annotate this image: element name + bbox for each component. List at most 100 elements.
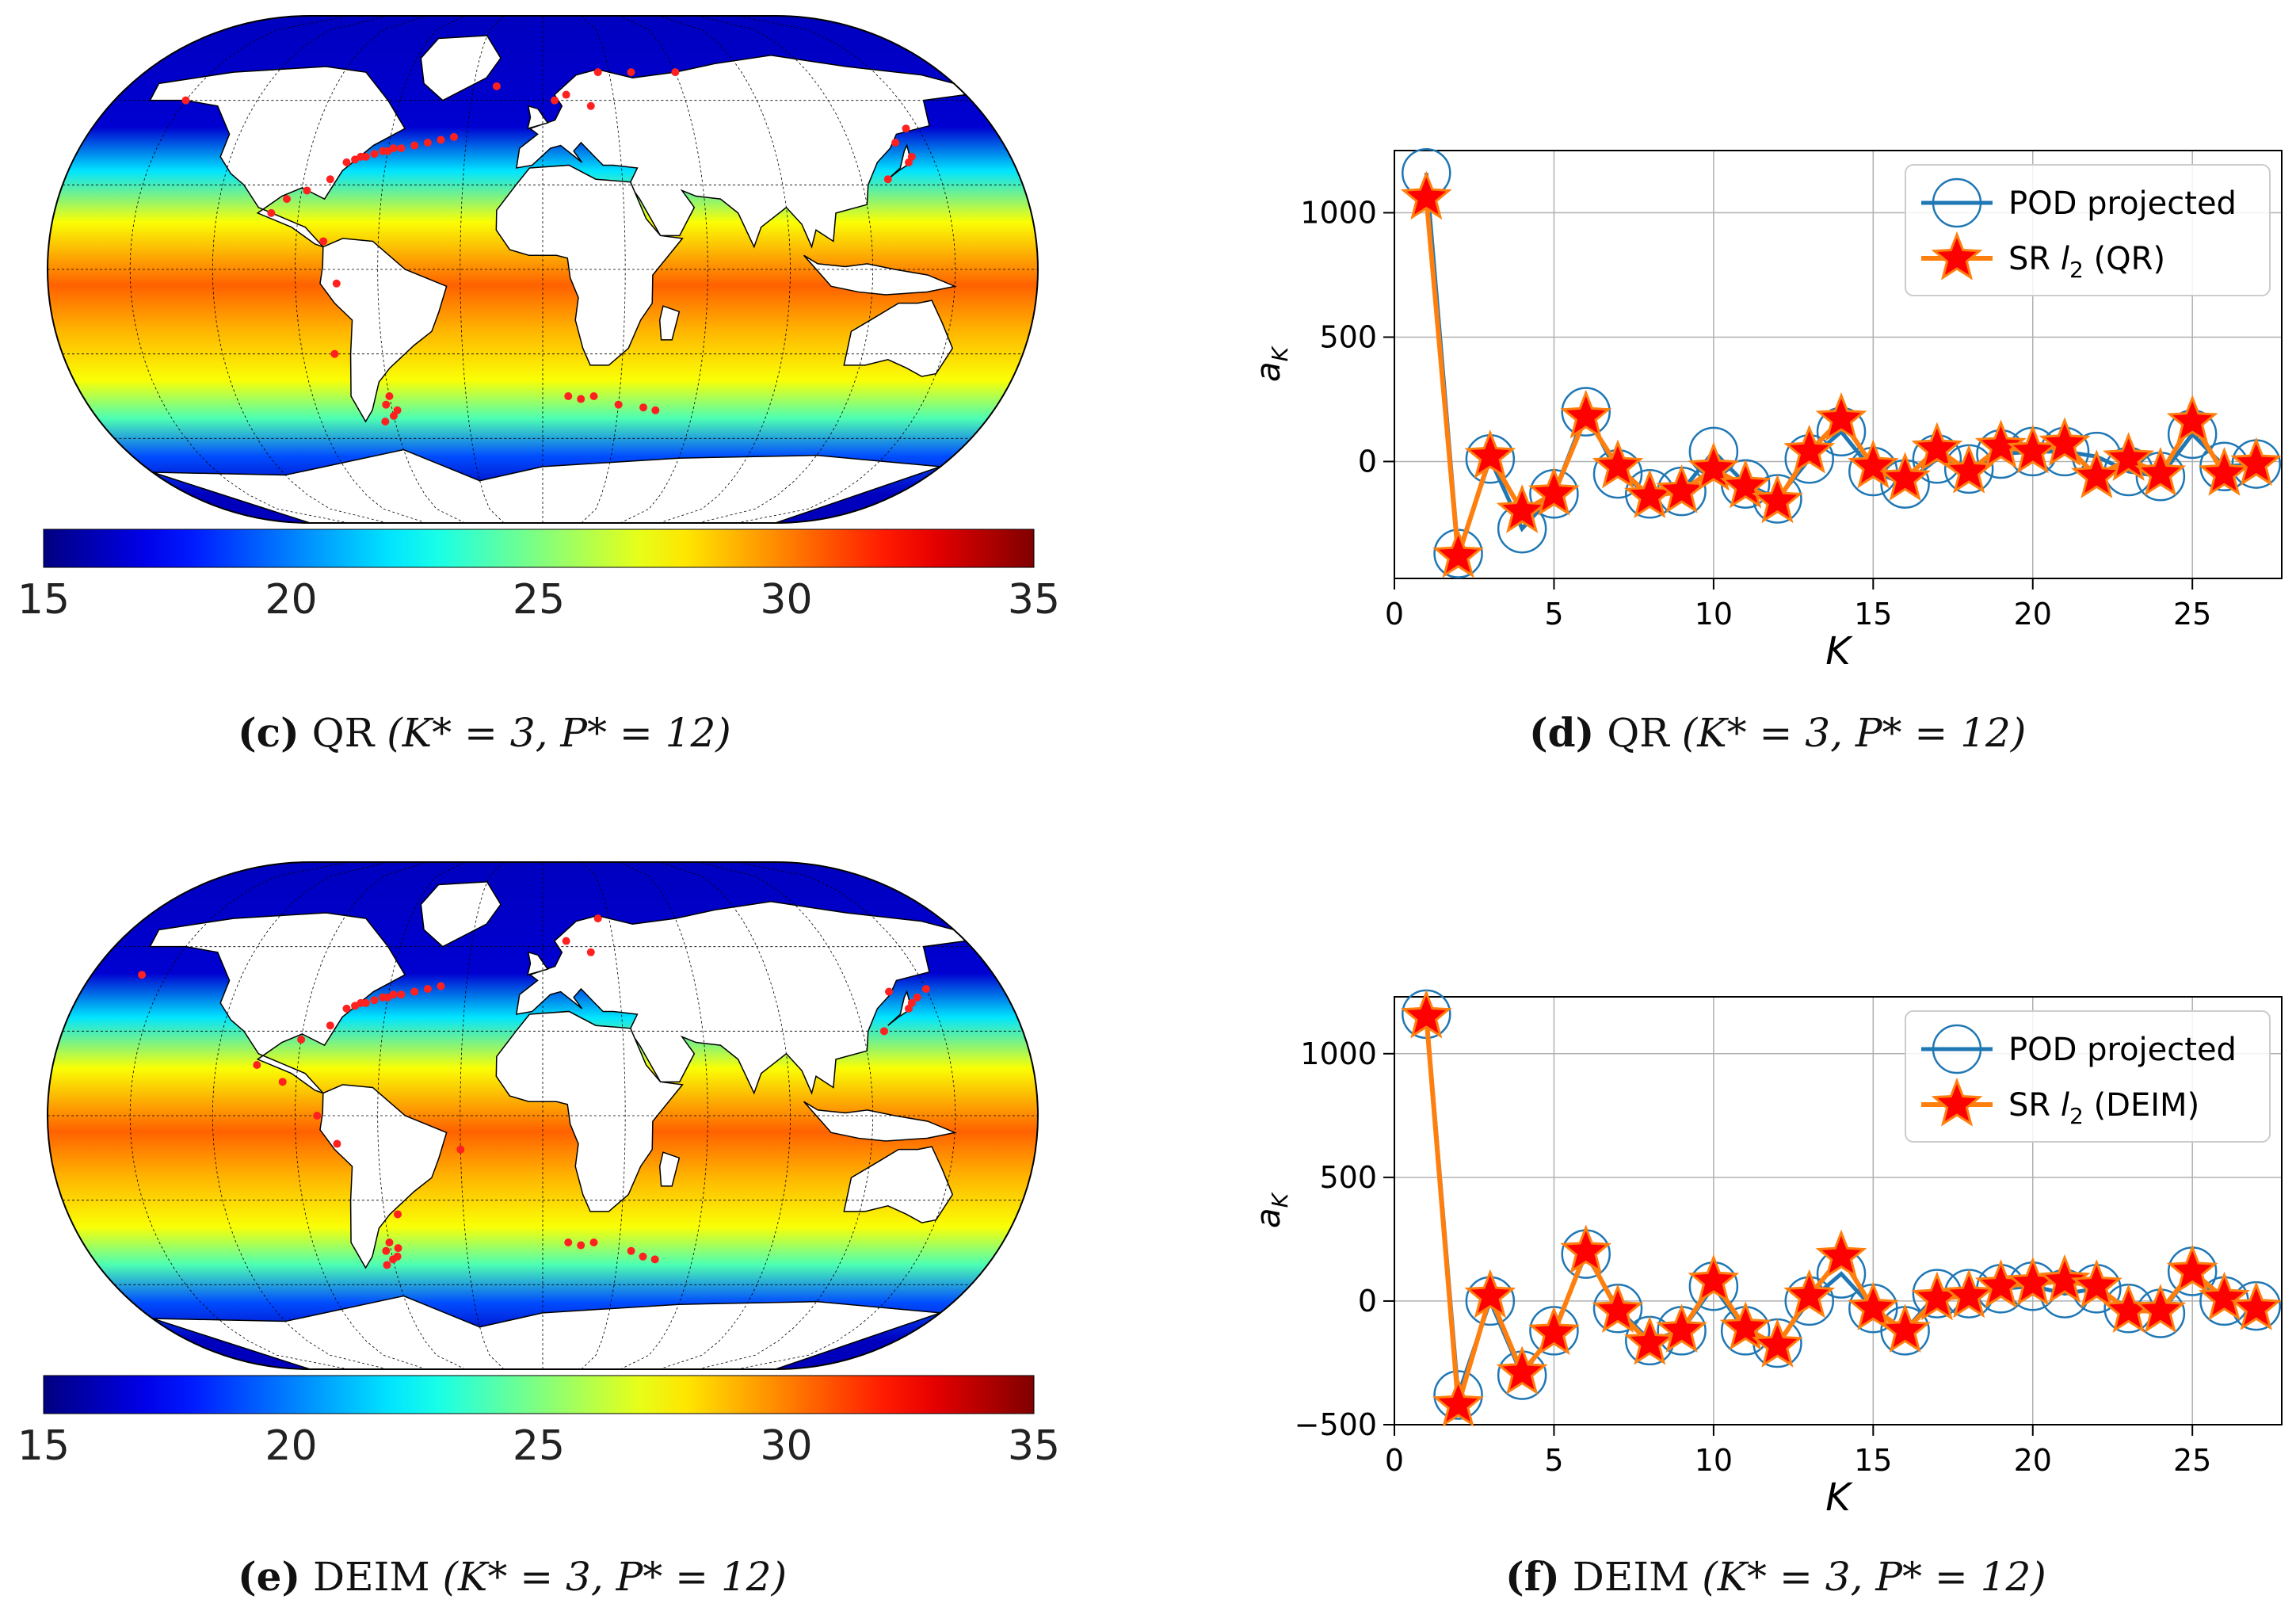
y-tick-label: 500 [1319, 319, 1377, 354]
land-madagascar [658, 1151, 681, 1187]
caption-e-method: DEIM [313, 1554, 430, 1600]
sr-point [1847, 439, 1899, 489]
sr-point [2199, 446, 2250, 496]
sr-point [2134, 1284, 2187, 1334]
sensor-marker [651, 406, 660, 414]
caption-c-params: (K* = 3, P* = 12) [387, 710, 731, 756]
legend-box [1905, 164, 2271, 296]
caption-f-letter: (f) [1505, 1553, 1560, 1600]
legend-label-pod: POD projected [2008, 185, 2237, 222]
sensor-marker [326, 175, 334, 184]
sr-point [2103, 432, 2155, 481]
sensor-marker [383, 1261, 391, 1269]
sensor-marker [577, 395, 585, 403]
sensor-marker [437, 135, 445, 144]
sensor-marker [562, 90, 570, 99]
sr-point [1911, 422, 1963, 471]
sensor-marker [326, 1021, 334, 1030]
colorbar-tick-label: 15 [17, 1422, 70, 1470]
sensor-marker [370, 150, 379, 158]
sr-point [1783, 1269, 1836, 1319]
sr-point [2070, 1259, 2122, 1308]
legend-label-sr: SR l2 (QR) [2008, 241, 2165, 283]
pod-point [1433, 1370, 1483, 1420]
land-africa [495, 1010, 684, 1212]
graticule-lon [212, 862, 388, 1369]
sr-point [2070, 449, 2122, 498]
sr-point [1847, 1281, 1899, 1330]
sensor-marker [921, 985, 930, 993]
sensor-marker [278, 1078, 287, 1086]
sr-point [2134, 446, 2187, 496]
caption-c: (c) QR (K* = 3, P* = 12) [238, 709, 731, 756]
sr-point [1751, 474, 1803, 524]
sensor-marker [650, 1255, 659, 1264]
caption-c-letter: (c) [238, 709, 299, 756]
caption-d-letter: (d) [1529, 709, 1595, 756]
land-greenland [420, 35, 502, 101]
sensor-marker [589, 1238, 598, 1246]
sensor-marker [410, 987, 419, 996]
sensor-marker [902, 124, 910, 133]
sensor-marker [253, 1061, 261, 1069]
sr-point [1656, 1303, 1708, 1353]
sensor-marker [639, 1252, 647, 1261]
sr-point [1783, 424, 1836, 474]
sensor-marker [385, 392, 394, 400]
sensor-marker [562, 937, 570, 945]
pod-point [1561, 387, 1611, 437]
legend-marker-pod [1932, 177, 1982, 228]
sensor-marker [907, 998, 916, 1007]
sensor-marker [361, 998, 370, 1007]
sensor-marker [330, 349, 339, 358]
graticule-lon [212, 16, 388, 523]
sensor-marker [303, 186, 311, 195]
land-japan [887, 990, 913, 1026]
sensor-marker [283, 195, 292, 204]
sr-point [2166, 1244, 2218, 1294]
legend-box [1905, 1010, 2271, 1143]
graticule-lon [658, 862, 791, 1369]
sr-point [1528, 467, 1580, 516]
sr-point [1592, 1284, 1644, 1334]
sensor-marker [577, 1241, 585, 1250]
sr-point [1432, 1377, 1485, 1427]
x-tick-label: 15 [1854, 597, 1892, 632]
land-eurasia [515, 55, 967, 249]
sensor-marker [913, 993, 921, 1002]
colorbar-tick-label: 30 [760, 576, 812, 624]
sensor-marker [332, 279, 341, 288]
sr-point [1879, 1303, 1932, 1353]
plot-frame [1394, 996, 2283, 1425]
sensor-marker [423, 139, 432, 147]
sensor-marker [361, 152, 370, 161]
sr-point [1400, 989, 1452, 1039]
x-tick-label: 0 [1385, 597, 1404, 632]
graticule-lon [581, 16, 626, 523]
y-tick-label: 0 [1358, 1284, 1377, 1319]
sr-point [1656, 464, 1708, 513]
sr-point [1464, 1269, 1516, 1319]
sensor-marker [382, 400, 391, 409]
sensor-marker [393, 406, 402, 414]
sr-point [1496, 1345, 1548, 1395]
sensor-marker [879, 1027, 888, 1036]
graticule-lon [581, 862, 626, 1369]
sr-point [2039, 1254, 2091, 1303]
sr-point [2199, 1271, 2250, 1321]
sr-point [1688, 441, 1740, 491]
sensor-marker [437, 982, 445, 990]
y-axis-label: aK [1249, 345, 1293, 382]
sr-point [1400, 170, 1452, 220]
land-australia [843, 1146, 954, 1223]
sensor-marker [589, 392, 598, 400]
graticule-lon [295, 862, 427, 1369]
graticule-lon [697, 862, 874, 1369]
graticule-lon [460, 16, 505, 523]
graticule-lon [736, 16, 956, 523]
sensor-marker [410, 141, 419, 150]
sr-point [1815, 1229, 1867, 1279]
sensor-marker [342, 1004, 351, 1013]
sr-point [2230, 437, 2283, 487]
x-tick-label: 10 [1695, 597, 1733, 632]
